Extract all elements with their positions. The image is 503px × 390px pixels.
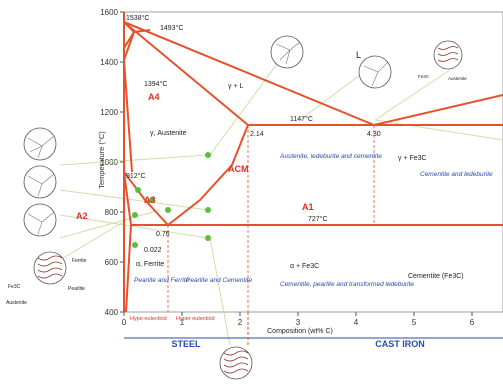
phase-ferrite: α, Ferrite (136, 261, 164, 268)
micrograph-liquid (358, 55, 392, 89)
micro-label-pearlite: Pearlite (68, 286, 85, 292)
micrographs (23, 35, 463, 380)
line-a3: A3 (144, 195, 156, 205)
micrograph-austenite-grains (23, 127, 57, 161)
green-dot (165, 207, 171, 213)
phase-lines (123, 12, 503, 313)
line-a1: A1 (302, 202, 314, 212)
x-tick-label: 2 (238, 318, 243, 327)
band-cast-iron: CAST IRON (375, 339, 425, 349)
phase-gamma-fe3c: γ + Fe3C (398, 155, 427, 162)
temp-1394: 1394°C (144, 80, 167, 88)
grain-boundaries (27, 41, 389, 235)
temp-1538: 1538°C (126, 14, 149, 22)
comp-0-76: 0.76 (156, 231, 170, 238)
micro-label-fe3c: Fe3C (8, 284, 21, 290)
x-tick-label: 3 (296, 318, 301, 327)
micro-label-austenite: Austenite (6, 300, 27, 306)
comp-0-022: 0.022 (144, 247, 162, 254)
phase-gamma-liquid: γ + L (228, 83, 243, 90)
micrograph-ferrite-austenite (23, 165, 57, 199)
green-dot (135, 187, 141, 193)
region-austenite-ledeburite-cementite: Austenite, ledeburite and cementite (279, 153, 382, 160)
green-dot (205, 235, 211, 241)
line-a2: A2 (76, 211, 88, 221)
x-ticks: 0 1 2 3 4 5 6 (122, 312, 475, 327)
y-tick-label: 1400 (100, 58, 118, 67)
green-dot (205, 152, 211, 158)
micro-label-fe3c-lb: Fe3C (418, 74, 430, 79)
micro-label-ferrite: Ferrite (72, 258, 87, 264)
y-axis-label: Temperature (°C) (97, 131, 106, 189)
x-axis-label: Composition (wt% C) (267, 328, 333, 335)
region-hyper-eutectoid: Hyper eutectoid (176, 316, 215, 322)
band-steel: STEEL (171, 339, 201, 349)
temp-727: 727°C (308, 215, 328, 223)
micrograph-pearlite (33, 251, 67, 285)
region-pearlite-ferrite: Pearlite and Ferrite (134, 277, 190, 284)
y-ticks: 1600 1400 1200 1000 800 600 400 (100, 8, 124, 317)
x-tick-label: 1 (180, 318, 185, 327)
x-tick-label: 6 (470, 318, 475, 327)
composition-bands: STEEL CAST IRON (124, 312, 503, 349)
y-tick-label: 600 (105, 258, 119, 267)
micrograph-pearlite-bottom (219, 346, 253, 380)
green-dot (132, 242, 138, 248)
phase-cementite: Cementite (Fe3C) (408, 273, 464, 280)
temp-1493: 1493°C (160, 24, 183, 32)
green-dot (205, 207, 211, 213)
pearlite-lamellae (37, 46, 459, 374)
temp-912: 912°C (126, 172, 146, 180)
micrograph-austenite-liquid (270, 35, 304, 69)
guide-lines (59, 59, 503, 346)
green-dot (132, 212, 138, 218)
y-tick-label: 800 (105, 208, 119, 217)
green-dot (149, 197, 155, 203)
y-tick-label: 400 (105, 308, 119, 317)
x-tick-label: 4 (354, 318, 359, 327)
region-pearlite-cementite: Pearlite and Cementite (186, 277, 253, 284)
temp-1147: 1147°C (290, 115, 313, 123)
region-hypo-eutectoid: Hypo eutectoid (130, 316, 167, 322)
micrograph-ferrite (23, 203, 57, 237)
comp-2-14: 2.14 (250, 131, 264, 138)
sample-dots (132, 152, 211, 248)
x-tick-label: 0 (122, 318, 127, 327)
phase-liquid: L (356, 50, 361, 60)
line-a4: A4 (148, 92, 160, 102)
micrograph-ledeburite (433, 40, 463, 70)
line-acm: ACM (228, 164, 249, 174)
micro-label-austenite-lb: Austenite (448, 76, 467, 81)
comp-4-30: 4.30 (367, 131, 381, 138)
y-tick-label: 1600 (100, 8, 118, 17)
phase-alpha-fe3c: α + Fe3C (290, 263, 319, 270)
x-tick-label: 5 (412, 318, 417, 327)
y-tick-label: 1200 (100, 108, 118, 117)
region-cementite-ledeburite: Cementite and ledeburite (420, 171, 493, 178)
phase-austenite: γ, Austenite (150, 130, 187, 137)
y-tick-label: 1000 (100, 158, 118, 167)
region-cementite-pearlite-ledeburite: Cementite, pearlite and transformed lede… (280, 281, 414, 288)
dashed-guides (167, 125, 375, 312)
